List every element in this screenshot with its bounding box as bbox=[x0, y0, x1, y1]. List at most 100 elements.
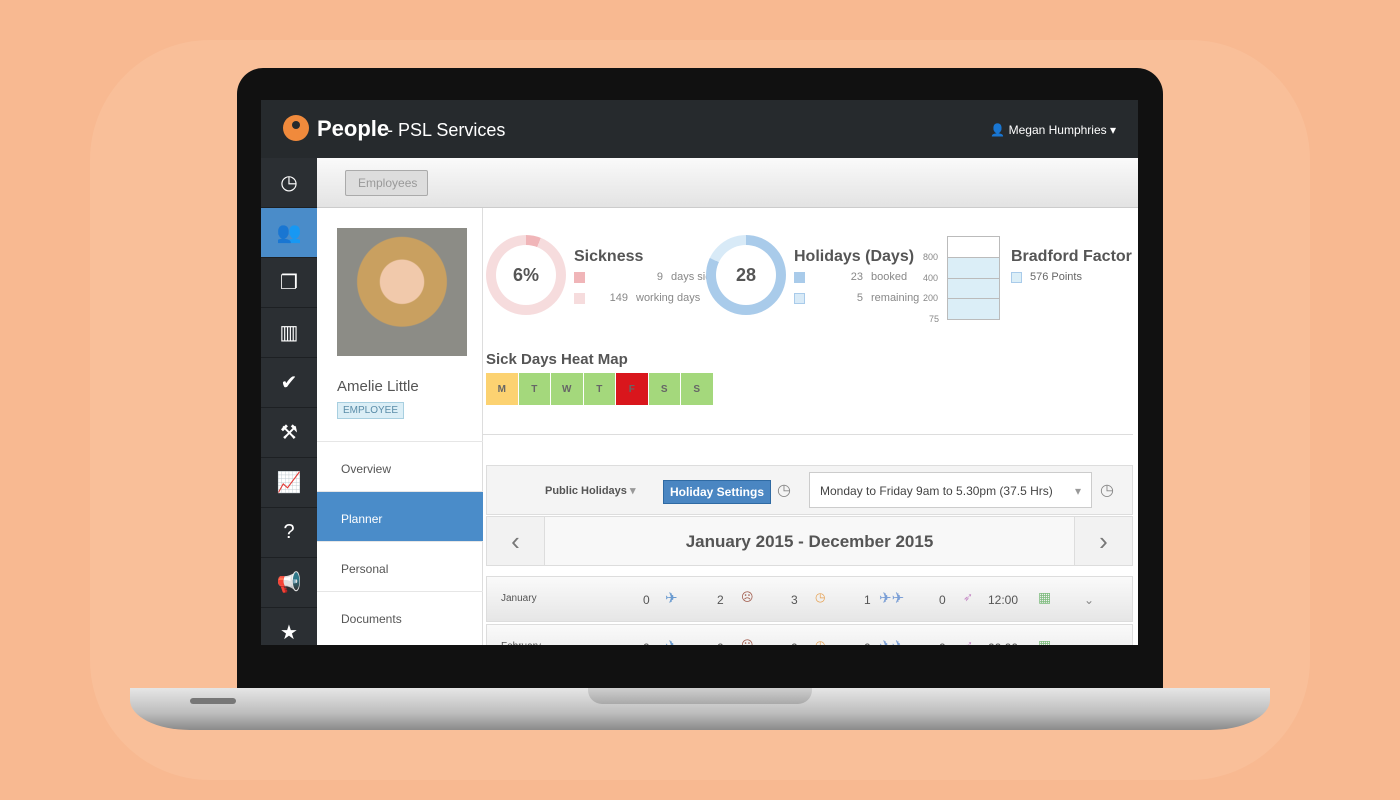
multi-plane-icon: ✈✈ bbox=[879, 590, 905, 607]
heatmap-day: T bbox=[583, 373, 616, 405]
help-document-icon: ? bbox=[283, 521, 295, 543]
app-header: People - PSL Services 👤 Megan Humphries … bbox=[261, 100, 1138, 158]
month-row[interactable]: January 0 ✈ 2 ☹ 3 ◷ 1 ✈✈ 0 ➶ 12:00 ▦ ⌄ bbox=[486, 576, 1133, 622]
late-count: 3 bbox=[791, 593, 798, 607]
holiday-count: 0 bbox=[643, 641, 650, 645]
heatmap-day: S bbox=[648, 373, 681, 405]
other-count: 0 bbox=[864, 641, 871, 645]
calendar-icon[interactable]: ▦ bbox=[1038, 637, 1052, 645]
sidebar-item-documents[interactable]: ❐ bbox=[261, 258, 317, 308]
unpaid-count: 0 bbox=[939, 641, 946, 645]
late-count: 0 bbox=[791, 641, 798, 645]
role-badge: EMPLOYEE bbox=[337, 402, 405, 419]
sidebar: ◷ 👥 ❐ ▥ ✔ ⚒ 📈? 📢 ★ bbox=[261, 158, 317, 645]
legend-days-sick: 9 days sick bbox=[574, 271, 716, 283]
sick-count: 0 bbox=[717, 641, 724, 645]
profile-panel: Amelie Little EMPLOYEE Overview Planner Pe… bbox=[317, 208, 483, 645]
holidays-donut: 28 bbox=[706, 235, 786, 315]
hours-value: 00:00 bbox=[988, 641, 1018, 645]
bird-icon: ➶ bbox=[963, 638, 974, 645]
notebook-icon: ▥ bbox=[279, 322, 299, 344]
heatmap-day: T bbox=[518, 373, 551, 405]
profile-nav-planner[interactable]: Planner bbox=[317, 491, 483, 541]
calendar-icon[interactable]: ▦ bbox=[1038, 589, 1052, 605]
user-menu[interactable]: 👤 Megan Humphries ▾ bbox=[990, 123, 1116, 137]
laptop-port bbox=[190, 698, 236, 704]
laptop-notch bbox=[588, 688, 812, 704]
legend-points: 576 Points bbox=[1011, 271, 1082, 283]
profile-nav-documents[interactable]: Documents bbox=[317, 591, 483, 641]
clock-icon[interactable]: ◷ bbox=[777, 482, 791, 499]
holiday-count: 0 bbox=[643, 593, 650, 607]
chart-icon: 📈 bbox=[276, 472, 302, 494]
clock-icon: ◷ bbox=[815, 638, 826, 645]
tick-label: 75 bbox=[929, 314, 940, 324]
public-holidays-dropdown[interactable]: Public Holidays ▾ bbox=[545, 485, 636, 497]
sidebar-item-megaphone[interactable]: 📢 bbox=[261, 558, 317, 608]
period-label: January 2015 - December 2015 bbox=[685, 532, 934, 551]
user-icon: 👤 bbox=[990, 123, 1009, 137]
expand-chevron-icon[interactable]: ⌄ bbox=[1084, 593, 1095, 607]
sick-face-icon: ☹ bbox=[741, 638, 754, 645]
sick-count: 2 bbox=[717, 593, 724, 607]
plane-icon: ✈ bbox=[665, 637, 678, 645]
employee-photo bbox=[337, 228, 467, 356]
sidebar-item-check[interactable]: ✔ bbox=[261, 358, 317, 408]
heatmap-title: Sick Days Heat Map bbox=[486, 351, 628, 368]
tick-label: 400 bbox=[923, 273, 939, 283]
sidebar-item-help-document[interactable]: ? bbox=[261, 508, 317, 558]
unpaid-count: 0 bbox=[939, 593, 946, 607]
heatmap-day: W bbox=[551, 373, 584, 405]
clock-icon: ◷ bbox=[815, 590, 826, 604]
user-name: Megan Humphries bbox=[1008, 123, 1107, 137]
employee-name: Amelie Little bbox=[337, 378, 419, 395]
sidebar-item-star[interactable]: ★ bbox=[261, 608, 317, 645]
caret-down-icon: ▾ bbox=[1106, 123, 1116, 137]
plane-icon: ✈ bbox=[665, 590, 678, 607]
app-screen: People - PSL Services 👤 Megan Humphries … bbox=[261, 100, 1138, 645]
sidebar-item-dashboard[interactable]: ◷ bbox=[261, 158, 317, 208]
expand-chevron-icon[interactable]: ⌄ bbox=[1084, 641, 1094, 645]
legend-remaining: 5 remaining bbox=[794, 292, 919, 304]
gavel-icon: ⚒ bbox=[280, 422, 298, 444]
month-name: February bbox=[501, 641, 541, 645]
multi-plane-icon: ✈✈ bbox=[879, 637, 904, 645]
legend-working-days: 149 working days bbox=[574, 292, 700, 304]
holidays-value: 28 bbox=[735, 264, 757, 285]
heatmap-day: S bbox=[681, 373, 714, 405]
legend-booked: 23 booked bbox=[794, 271, 907, 283]
divider bbox=[483, 434, 1133, 435]
sidebar-item-chart[interactable]: 📈 bbox=[261, 458, 317, 508]
sidebar-item-notebook[interactable]: ▥ bbox=[261, 308, 317, 358]
prev-period-button[interactable]: ‹ bbox=[487, 517, 545, 565]
bird-icon: ➶ bbox=[963, 590, 974, 604]
users-icon: 👥 bbox=[276, 222, 302, 244]
tick-label: 200 bbox=[923, 293, 939, 303]
sick-face-icon: ☹ bbox=[741, 590, 754, 604]
main-content: 6% Sickness 9 days sick 149 working days 2… bbox=[483, 208, 1138, 645]
period-navigator: ‹ January 2015 - December 2015 › bbox=[486, 516, 1133, 566]
holidays-title: Holidays (Days) bbox=[794, 248, 915, 265]
documents-icon: ❐ bbox=[280, 272, 298, 294]
heatmap-day: F bbox=[616, 373, 649, 405]
sidebar-item-users[interactable]: 👥 bbox=[261, 208, 317, 258]
clock-icon[interactable]: ◷ bbox=[1100, 482, 1114, 499]
month-row[interactable]: February 0 ✈ 0 ☹ 0 ◷ 0 ✈✈ 0 ➶ 00:00 ▦ ⌄ bbox=[486, 624, 1133, 645]
next-period-button[interactable]: › bbox=[1074, 517, 1132, 565]
holiday-settings-button[interactable]: Holiday Settings bbox=[663, 480, 772, 504]
company-name: - PSL Services bbox=[387, 120, 506, 140]
bradford-title: Bradford Factor bbox=[1011, 248, 1132, 265]
planner-toolbar: Public Holidays ▾ Holiday Settings ◷ Mon… bbox=[486, 465, 1133, 515]
profile-nav-overview[interactable]: Overview bbox=[317, 441, 483, 491]
sidebar-item-gavel[interactable]: ⚒ bbox=[261, 408, 317, 458]
megaphone-icon: 📢 bbox=[276, 572, 302, 594]
profile-nav-personal[interactable]: Personal bbox=[317, 541, 483, 591]
subheader: Employees bbox=[317, 158, 1138, 208]
back-employees-button[interactable]: Employees bbox=[345, 170, 429, 196]
sickness-donut: 6% bbox=[486, 235, 566, 315]
other-count: 1 bbox=[864, 593, 871, 607]
people-logo-icon bbox=[283, 115, 309, 141]
work-schedule-select[interactable]: Monday to Friday 9am to 5.30pm (37.5 Hrs… bbox=[809, 472, 1092, 508]
tick-label: 800 bbox=[923, 252, 939, 262]
